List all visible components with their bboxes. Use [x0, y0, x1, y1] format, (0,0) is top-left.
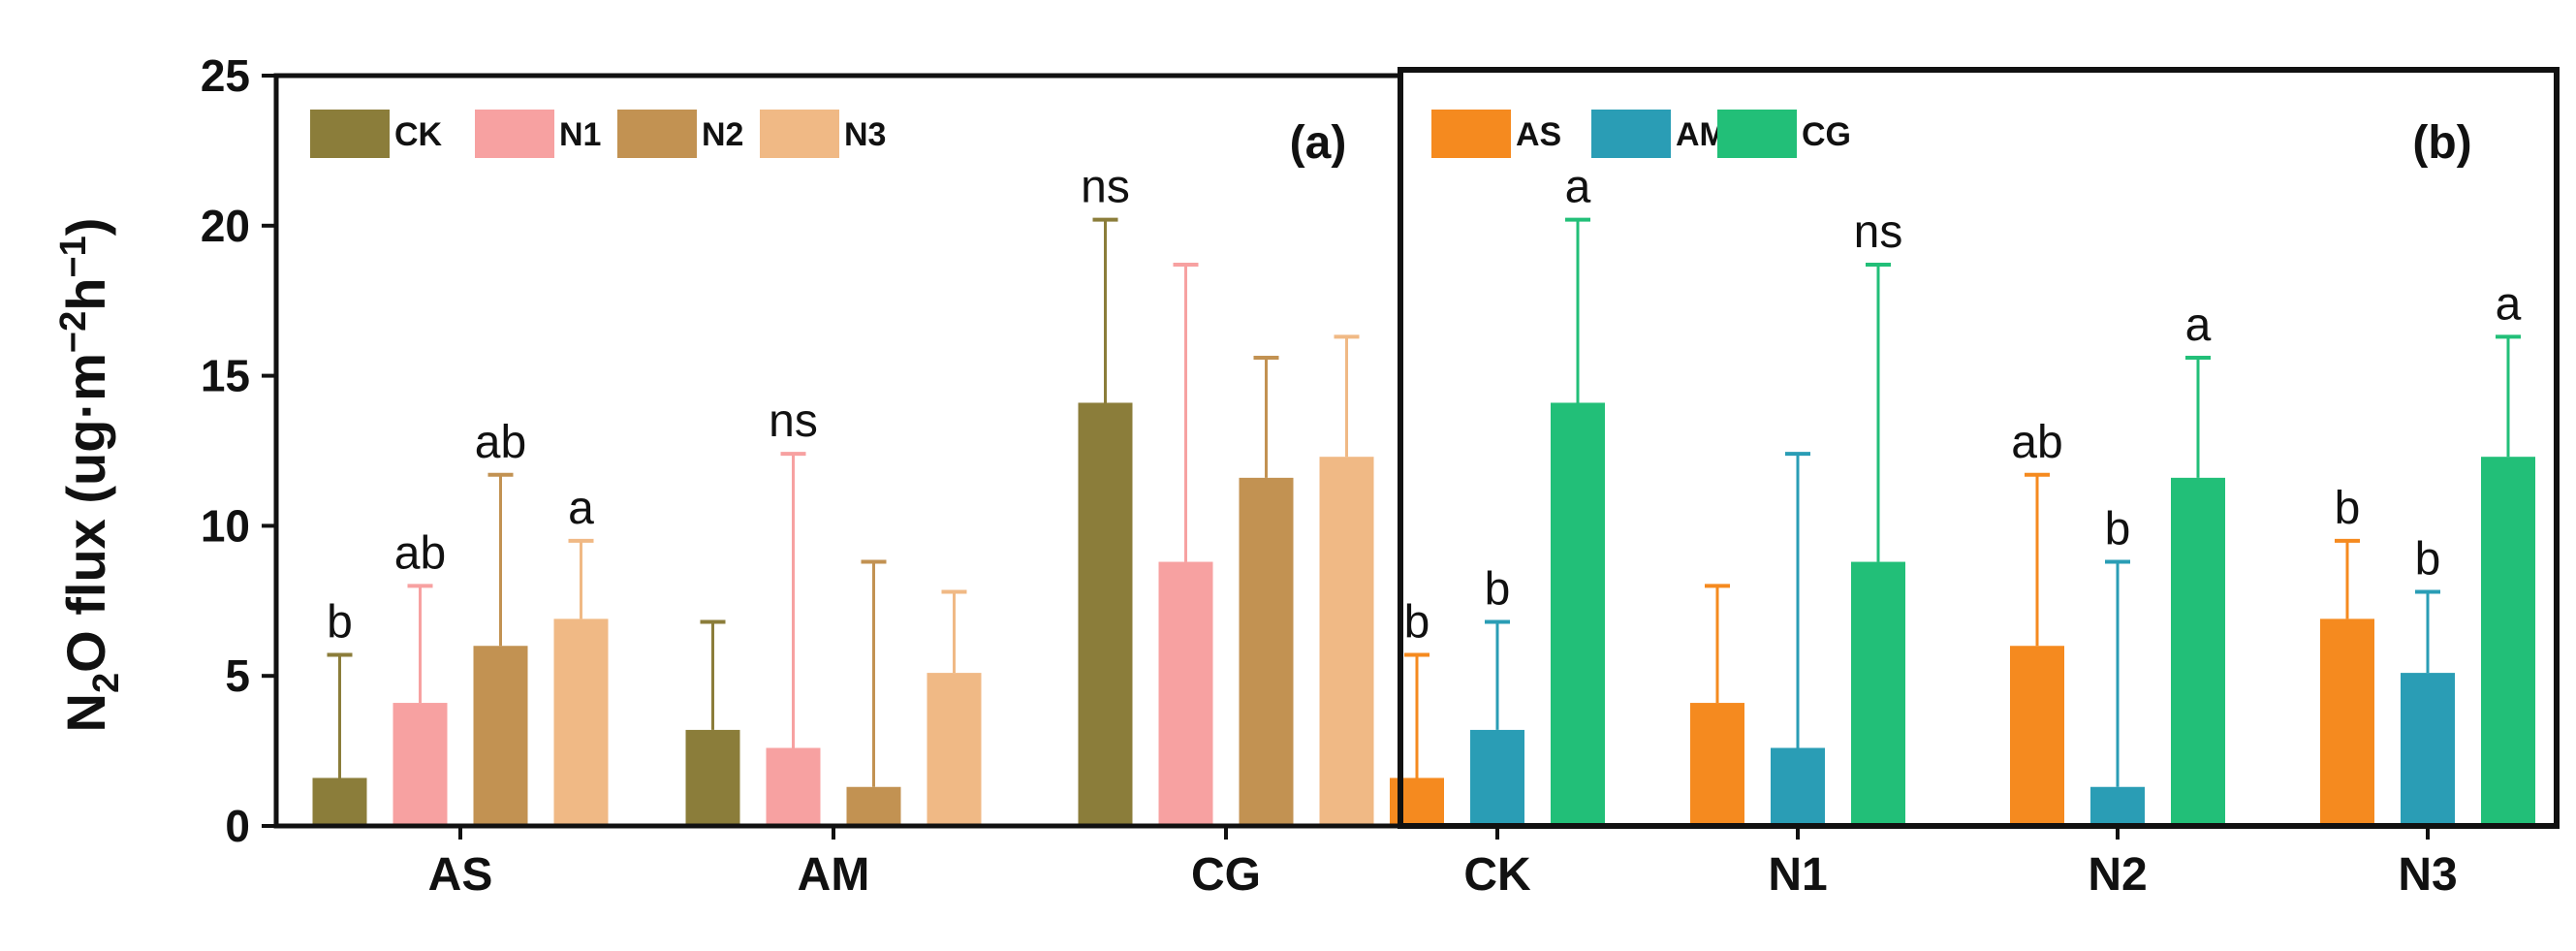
bar-as-n3: [2320, 618, 2374, 826]
x-category-label: N2: [2088, 849, 2147, 901]
legend-label-n2: N2: [702, 116, 743, 153]
significance-label: ab: [2011, 417, 2062, 468]
y-tick-label: 10: [201, 500, 250, 551]
legend-swatch-am: [1591, 110, 1671, 158]
bar-n1-cg: [1158, 561, 1213, 826]
bar-ck-as: [312, 777, 367, 826]
bar-ck-am: [685, 729, 740, 826]
legend-swatch-n2: [617, 110, 697, 158]
bar-cg-n3: [2481, 457, 2535, 826]
significance-label: b: [327, 597, 353, 649]
significance-label: a: [568, 483, 594, 534]
frame-layer: [273, 67, 2560, 829]
legend-label-cg: CG: [1802, 116, 1851, 153]
x-category-label: AS: [428, 849, 493, 901]
significance-label: ab: [475, 417, 526, 468]
axes-layer: 0 5 10 15 20 25 AS AM CG CK N1 N2 N3: [201, 50, 2458, 901]
bars-layer: [312, 217, 2535, 826]
bar-n3-am: [927, 673, 982, 826]
significance-label: ns: [769, 396, 818, 447]
y-tick-label: 15: [201, 351, 250, 401]
bar-as-n2: [2010, 646, 2064, 826]
bar-n2-cg: [1239, 477, 1294, 826]
legend-layer: CK N1 N2 N3 (a) AS AM CG (b): [310, 110, 2472, 169]
y-tick-label: 20: [201, 201, 250, 251]
ylabel-sup2: −1: [53, 236, 94, 277]
bar-n1-am: [766, 747, 821, 826]
ylabel-prefix: N: [55, 693, 116, 732]
y-tick-label: 25: [201, 50, 250, 101]
bar-am-ck: [1470, 729, 1524, 826]
bar-as-n1: [1690, 703, 1744, 826]
y-tick-label: 0: [225, 801, 250, 851]
x-category-label: N3: [2398, 849, 2457, 901]
ylabel-sub: 2: [86, 673, 127, 693]
panel-label: (b): [2412, 117, 2471, 169]
panel-label: (a): [1290, 117, 1347, 169]
significance-label: b: [2335, 483, 2361, 534]
bar-cg-n2: [2171, 477, 2225, 826]
significance-label: a: [1565, 162, 1591, 213]
legend-label-n3: N3: [844, 116, 886, 153]
legend-swatch-n3: [760, 110, 839, 158]
bar-cg-n1: [1851, 561, 1905, 826]
significance-label: ns: [1854, 206, 1903, 258]
legend-label-ck: CK: [394, 116, 443, 153]
bar-n1-as: [393, 703, 448, 826]
bar-am-n3: [2401, 673, 2455, 826]
ylabel-end: ): [55, 218, 116, 237]
significance-label: a: [2496, 278, 2522, 330]
bar-n3-as: [553, 618, 609, 826]
legend-swatch-n1: [475, 110, 554, 158]
legend-label-n1: N1: [559, 116, 601, 153]
significance-label: b: [2415, 534, 2441, 586]
ylabel-mid: h: [55, 278, 116, 311]
legend-swatch-ck: [310, 110, 390, 158]
x-category-label: AM: [798, 849, 870, 901]
legend-swatch-cg: [1717, 110, 1797, 158]
bar-cg-ck: [1551, 402, 1605, 826]
y-tick-label: 5: [225, 650, 250, 701]
significance-label: b: [1485, 563, 1511, 615]
ylabel-sup1: −2: [53, 311, 94, 353]
x-category-label: N1: [1768, 849, 1827, 901]
legend-swatch-as: [1431, 110, 1511, 158]
x-category-label: CK: [1463, 849, 1531, 901]
bar-ck-cg: [1078, 402, 1133, 826]
y-axis-title: N2O flux (ug·m−2h−1): [53, 218, 127, 733]
ylabel-main: O flux (ug·m: [55, 353, 116, 673]
significance-label: a: [2185, 300, 2212, 351]
bar-n2-as: [473, 646, 528, 826]
significance-label: ns: [1081, 162, 1130, 213]
panel-b-frame: [1398, 67, 2560, 829]
legend-label-as: AS: [1516, 116, 1561, 153]
significance-label: b: [1404, 597, 1430, 649]
bar-am-n2: [2090, 786, 2145, 826]
significance-label: b: [2105, 504, 2131, 555]
bar-am-n1: [1771, 747, 1825, 826]
x-category-label: CG: [1191, 849, 1261, 901]
significance-label: ab: [394, 527, 446, 579]
bar-n3-cg: [1319, 457, 1374, 826]
bar-n2-am: [846, 786, 901, 826]
